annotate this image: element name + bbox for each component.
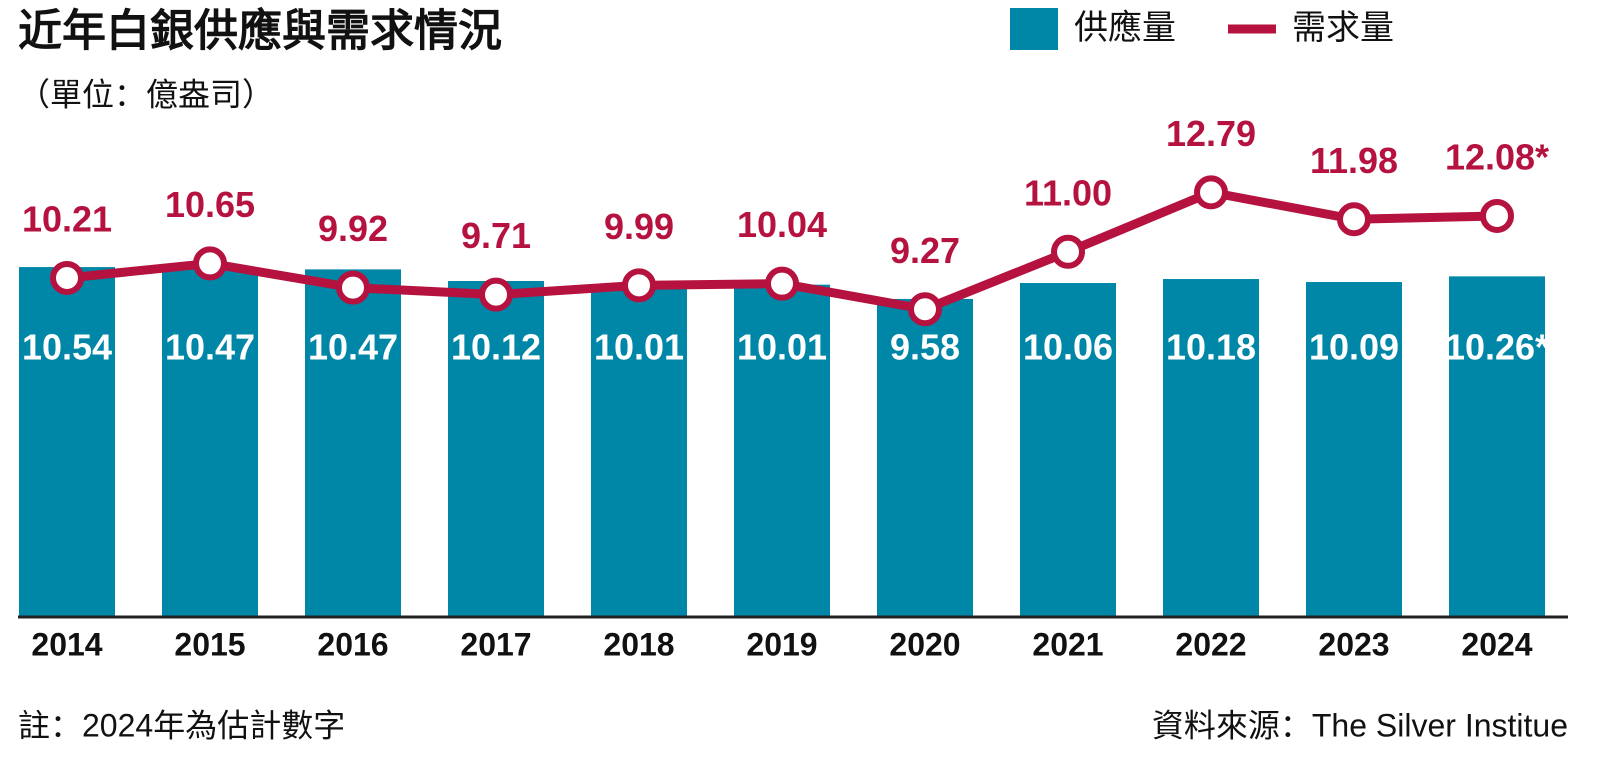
x-tick-label: 2024 (1461, 626, 1532, 662)
x-tick-label: 2020 (889, 626, 960, 662)
bar-value-label: 10.06 (1023, 327, 1113, 368)
bar (734, 284, 830, 617)
line-value-label: 12.08* (1445, 136, 1549, 177)
bar-value-label: 10.01 (594, 327, 684, 368)
line-point (1337, 202, 1371, 237)
legend-label: 需求量 (1292, 9, 1394, 47)
source: 資料來源：The Silver Institue (1152, 707, 1568, 743)
bar-value-label: 10.26* (1445, 327, 1549, 368)
chart-title: 近年白銀供應與需求情況 (18, 6, 502, 56)
x-tick-label: 2015 (174, 626, 245, 662)
chart-subtitle: （單位：億盎司） (18, 76, 274, 112)
x-tick-label: 2021 (1032, 626, 1103, 662)
x-tick-label: 2019 (746, 626, 817, 662)
bar-value-label: 10.47 (165, 327, 255, 368)
line-value-label: 11.00 (1024, 172, 1112, 213)
line-value-label: 10.65 (165, 184, 255, 225)
note: 註：2024年為估計數字 (18, 707, 345, 743)
bar (448, 281, 544, 617)
bar-value-label: 10.54 (22, 327, 112, 368)
bar (1163, 279, 1259, 617)
bar (1020, 283, 1116, 617)
legend-swatch (1010, 8, 1058, 50)
bar-value-label: 10.12 (451, 327, 541, 368)
line-value-label: 11.98 (1310, 140, 1398, 181)
x-tick-label: 2016 (317, 626, 388, 662)
bar-value-label: 10.09 (1309, 327, 1399, 368)
line-point (765, 266, 799, 301)
line-value-label: 12.79 (1166, 113, 1256, 154)
line-point (622, 268, 656, 303)
legend-label: 供應量 (1074, 9, 1176, 47)
line-value-label: 9.71 (461, 215, 531, 256)
line-point (1194, 175, 1228, 210)
line-point (1480, 198, 1514, 233)
line-value-label: 9.92 (318, 208, 388, 249)
line-point (336, 270, 370, 305)
x-tick-label: 2018 (603, 626, 674, 662)
bar (162, 269, 258, 617)
line-value-label: 9.27 (890, 230, 960, 271)
bar-value-label: 10.18 (1166, 327, 1256, 368)
line-point (50, 261, 84, 296)
line-point (908, 292, 942, 327)
x-tick-label: 2023 (1318, 626, 1389, 662)
bar (305, 269, 401, 617)
bar (591, 284, 687, 617)
bar (877, 298, 973, 617)
line-value-label: 9.99 (604, 206, 674, 247)
line-value-label: 10.21 (22, 199, 112, 240)
line-point (193, 246, 227, 281)
x-tick-label: 2014 (31, 626, 102, 662)
bar (1449, 276, 1545, 617)
bar-value-label: 10.47 (308, 327, 398, 368)
line-point (1051, 234, 1085, 269)
line-point (479, 277, 513, 312)
bar-value-label: 9.58 (890, 327, 960, 368)
x-tick-label: 2017 (460, 626, 531, 662)
bar (1306, 282, 1402, 617)
line-value-label: 10.04 (737, 204, 827, 245)
x-tick-label: 2022 (1175, 626, 1246, 662)
bar-value-label: 10.01 (737, 327, 827, 368)
bar (19, 267, 115, 617)
